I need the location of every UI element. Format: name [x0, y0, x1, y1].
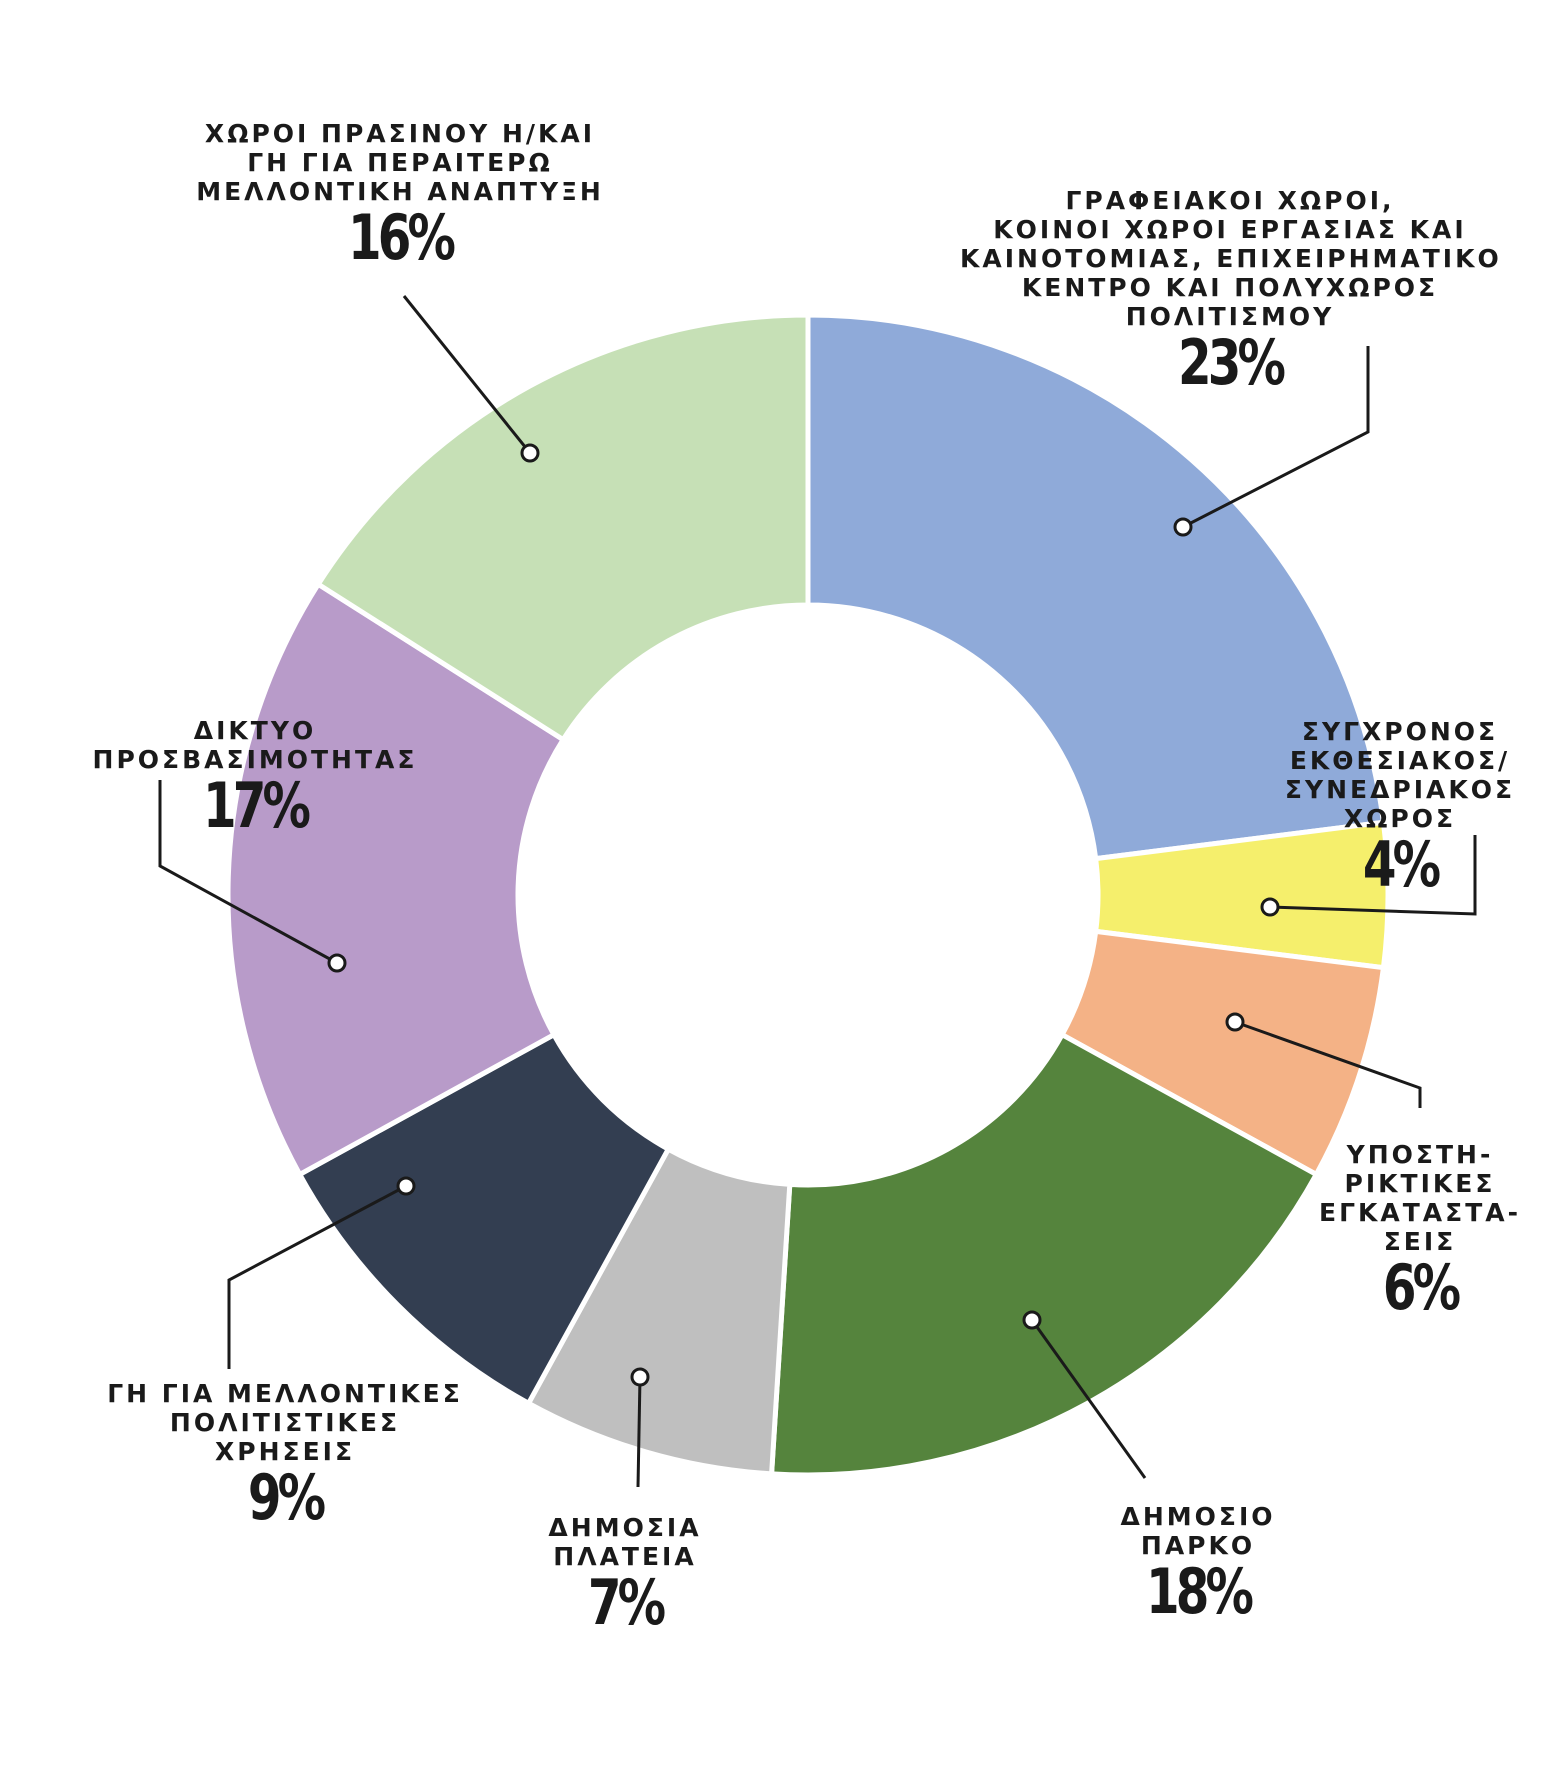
slice-label: ΔΙΚΤΥΟ ΠΡΟΣΒΑΣΙΜΟΤΗΤΑΣ 17% — [65, 716, 445, 838]
slice-label: ΓΗ ΓΙΑ ΜΕΛΛΟΝΤΙΚΕΣ ΠΟΛΙΤΙΣΤΙΚΕΣ ΧΡΗΣΕΙΣ 9… — [75, 1379, 495, 1530]
leader-line — [1269, 835, 1477, 916]
slices-layer — [225, 312, 1391, 1478]
pie-slice — [225, 580, 567, 1178]
slice-label: ΔΗΜΟΣΙΑ ΠΛΑΤΕΙΑ 7% — [495, 1513, 755, 1635]
pie-slice — [768, 1031, 1320, 1478]
slice-value-label: 7% — [587, 1566, 666, 1639]
slice-label-text: ΓΡΑΦΕΙΑΚΟΙ ΧΩΡΟΙ, ΚΟΙΝΟΙ ΧΩΡΟΙ ΕΡΓΑΣΙΑΣ … — [960, 186, 1502, 331]
pie-slice — [805, 312, 1387, 862]
leader-dot — [1173, 517, 1193, 537]
slice-label: ΔΗΜΟΣΙΟ ΠΑΡΚΟ 18% — [1068, 1502, 1328, 1624]
leader-line — [1234, 1020, 1422, 1108]
slice-label-text: ΣΥΓΧΡΟΝΟΣ ΕΚΘΕΣΙΑΚΟΣ/ ΣΥΝΕΔΡΙΑΚΟΣ ΧΩΡΟΣ — [1284, 717, 1516, 833]
leader-line — [1182, 346, 1370, 529]
slice-label: ΣΥΓΧΡΟΝΟΣ ΕΚΘΕΣΙΑΚΟΣ/ ΣΥΝΕΔΡΙΑΚΟΣ ΧΩΡΟΣ 4… — [1250, 717, 1550, 897]
slice-value-label: 6% — [1382, 1251, 1461, 1324]
slice-value-label: 17% — [202, 769, 311, 842]
slice-label-text: ΓΗ ΓΙΑ ΜΕΛΛΟΝΤΙΚΕΣ ΠΟΛΙΤΙΣΤΙΚΕΣ ΧΡΗΣΕΙΣ — [107, 1379, 463, 1466]
pie-slice — [314, 312, 811, 744]
slice-label-text: ΔΗΜΟΣΙΑ ΠΛΑΤΕΙΑ — [548, 1513, 702, 1571]
leader-line — [636, 1376, 642, 1488]
slice-value-label: 9% — [247, 1461, 326, 1534]
leader-line — [402, 295, 532, 454]
slice-label-text: ΔΙΚΤΥΟ ΠΡΟΣΒΑΣΙΜΟΤΗΤΑΣ — [92, 716, 418, 774]
leader-dot — [396, 1176, 416, 1196]
leaders-layer — [158, 295, 1477, 1488]
leader-line — [227, 1184, 407, 1369]
slice-value-label: 23% — [1177, 326, 1286, 399]
slice-label-text: ΧΩΡΟΙ ΠΡΑΣΙΝΟΥ Η/ΚΑΙ ΓΗ ΓΙΑ ΠΕΡΑΙΤΕΡΩ ΜΕ… — [196, 119, 604, 206]
leader-dot — [520, 443, 540, 463]
leader-dot — [1260, 897, 1280, 917]
slice-label: ΥΠΟΣΤΗ- ΡΙΚΤΙΚΕΣ ΕΓΚΑΤΑΣΤΑ- ΣΕΙΣ 6% — [1300, 1140, 1540, 1320]
slice-label-text: ΔΗΜΟΣΙΟ ΠΑΡΚΟ — [1120, 1502, 1276, 1560]
leader-line — [158, 780, 338, 965]
slice-label-text: ΥΠΟΣΤΗ- ΡΙΚΤΙΚΕΣ ΕΓΚΑΤΑΣΤΑ- ΣΕΙΣ — [1319, 1140, 1521, 1256]
slice-label: ΓΡΑΦΕΙΑΚΟΙ ΧΩΡΟΙ, ΚΟΙΝΟΙ ΧΩΡΟΙ ΕΡΓΑΣΙΑΣ … — [960, 186, 1500, 395]
slice-label: ΧΩΡΟΙ ΠΡΑΣΙΝΟΥ Η/ΚΑΙ ΓΗ ΓΙΑ ΠΕΡΑΙΤΕΡΩ ΜΕ… — [150, 119, 650, 270]
leader-dot — [327, 953, 347, 973]
leader-line — [1030, 1319, 1147, 1479]
slice-value-label: 18% — [1145, 1555, 1254, 1628]
leader-dot — [630, 1367, 650, 1387]
leader-dot — [1022, 1310, 1042, 1330]
leader-dot — [1225, 1012, 1245, 1032]
slice-value-label: 16% — [347, 201, 456, 274]
slice-value-label: 4% — [1362, 828, 1441, 901]
pie-slice — [296, 1031, 672, 1407]
